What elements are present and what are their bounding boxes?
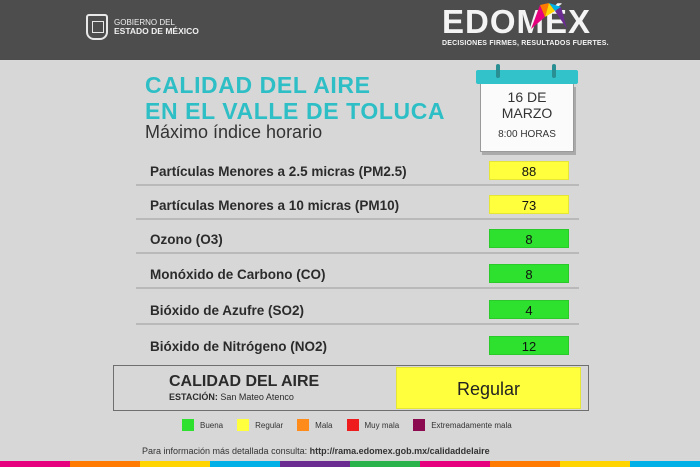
edomex-logo: EDOMÉX DECISIONES FIRMES, RESULTADOS FUE…	[442, 3, 642, 55]
summary-title: CALIDAD DEL AIRE	[169, 373, 320, 390]
calendar-header	[476, 70, 578, 84]
gov-line2: ESTADO DE MÉXICO	[114, 26, 199, 36]
brand-name: EDOMÉX	[442, 3, 592, 40]
state-seal-icon	[86, 14, 108, 40]
legend-swatch	[237, 419, 250, 431]
calendar-day: 16 DE	[507, 89, 547, 105]
row-divider	[136, 323, 579, 325]
pollutant-value: 88	[489, 161, 569, 180]
pollutant-value: 4	[489, 300, 569, 319]
pollutant-row: Partículas Menores a 10 micras (PM10) 73	[136, 192, 579, 220]
calendar-ring-icon	[552, 64, 556, 78]
legend: Buena Regular Mala Muy mala Extremadamen…	[182, 419, 526, 431]
pollutant-label: Bióxido de Azufre (SO2)	[150, 303, 305, 318]
row-divider	[136, 287, 579, 289]
legend-label: Regular	[255, 420, 284, 430]
title-line2: EN EL VALLE DE TOLUCA	[145, 98, 446, 124]
air-quality-summary: CALIDAD DEL AIRE ESTACIÓN: San Mateo Ate…	[113, 365, 589, 411]
pollutant-row: Bióxido de Nitrógeno (NO2) 12	[136, 333, 579, 361]
pollutant-value: 73	[489, 195, 569, 214]
pollutant-label: Partículas Menores a 2.5 micras (PM2.5)	[150, 164, 407, 179]
pollutant-row: Bióxido de Azufre (SO2) 4	[136, 297, 579, 325]
government-logo: GOBIERNO DEL ESTADO DE MÉXICO	[86, 14, 199, 40]
legend-swatch	[346, 419, 359, 431]
footer-info: Para información más detallada consulta:…	[142, 446, 490, 456]
calendar-card: 16 DE MARZO 8:00 HORAS	[476, 64, 578, 156]
pollutant-label: Partículas Menores a 10 micras (PM10)	[150, 198, 400, 213]
pollutant-label: Ozono (O3)	[150, 232, 223, 247]
subtitle: Máximo índice horario	[145, 122, 323, 142]
legend-item: Mala	[297, 419, 333, 431]
gov-line1: GOBIERNO DEL	[114, 18, 175, 27]
legend-item: Extremadamente mala	[413, 419, 512, 431]
station-info: ESTACIÓN: San Mateo Atenco	[169, 392, 294, 402]
legend-item: Muy mala	[346, 419, 400, 431]
status-badge: Regular	[396, 367, 581, 409]
calendar-hour: 8:00 HORAS	[498, 129, 556, 140]
station-name: San Mateo Atenco	[220, 392, 294, 402]
row-divider	[136, 184, 579, 186]
legend-item: Regular	[237, 419, 283, 431]
station-label: ESTACIÓN:	[169, 392, 218, 402]
pollutant-value: 8	[489, 229, 569, 248]
pollutant-label: Monóxido de Carbono (CO)	[150, 267, 326, 282]
pollutant-value: 12	[489, 336, 569, 355]
pollutant-label: Bióxido de Nitrógeno (NO2)	[150, 339, 327, 354]
brand-slogan: DECISIONES FIRMES, RESULTADOS FUERTES.	[442, 40, 609, 47]
calendar-ring-icon	[496, 64, 500, 78]
pollutant-value: 8	[489, 264, 569, 283]
row-divider	[136, 218, 579, 220]
legend-label: Buena	[200, 420, 224, 430]
pollutant-row: Monóxido de Carbono (CO) 8	[136, 261, 579, 289]
title-line1: CALIDAD DEL AIRE	[145, 72, 371, 98]
edomex-a-mark-icon	[531, 3, 567, 29]
pollutant-row: Partículas Menores a 2.5 micras (PM2.5) …	[136, 158, 579, 186]
footer-link[interactable]: http://rama.edomex.gob.mx/calidaddelaire	[309, 446, 490, 456]
footer-text: Para información más detallada consulta:	[142, 446, 308, 456]
row-divider	[136, 252, 579, 254]
pollutant-row: Ozono (O3) 8	[136, 226, 579, 254]
calendar-month: MARZO	[501, 105, 553, 121]
color-stripe	[0, 461, 700, 467]
legend-label: Mala	[315, 420, 333, 430]
legend-swatch	[182, 419, 194, 431]
legend-label: Extremadamente mala	[431, 420, 512, 430]
legend-label: Muy mala	[364, 420, 400, 430]
legend-swatch	[297, 419, 310, 431]
legend-item: Buena	[182, 419, 223, 431]
header-bar: GOBIERNO DEL ESTADO DE MÉXICO EDOMÉX DEC…	[0, 0, 700, 60]
legend-swatch	[413, 419, 426, 431]
